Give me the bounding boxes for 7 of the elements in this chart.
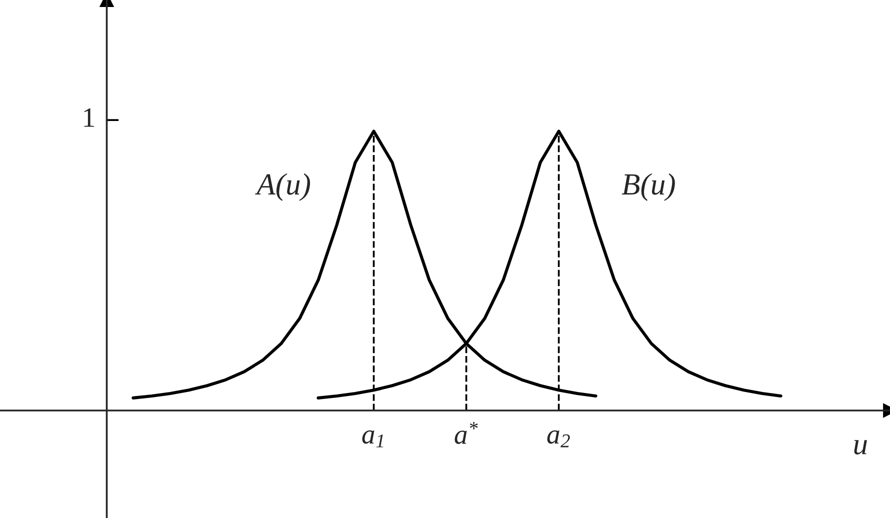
- series-label: B(u): [622, 173, 675, 201]
- text: 1: [84, 108, 94, 127]
- series-label: A(u): [255, 173, 310, 201]
- x-tick-label: a$^{*}$: [454, 422, 478, 444]
- x-tick-label: a$_{1}$: [362, 430, 384, 448]
- x-tick-label: a$_{2}$: [547, 430, 570, 448]
- x-axis-title: u: [854, 440, 867, 454]
